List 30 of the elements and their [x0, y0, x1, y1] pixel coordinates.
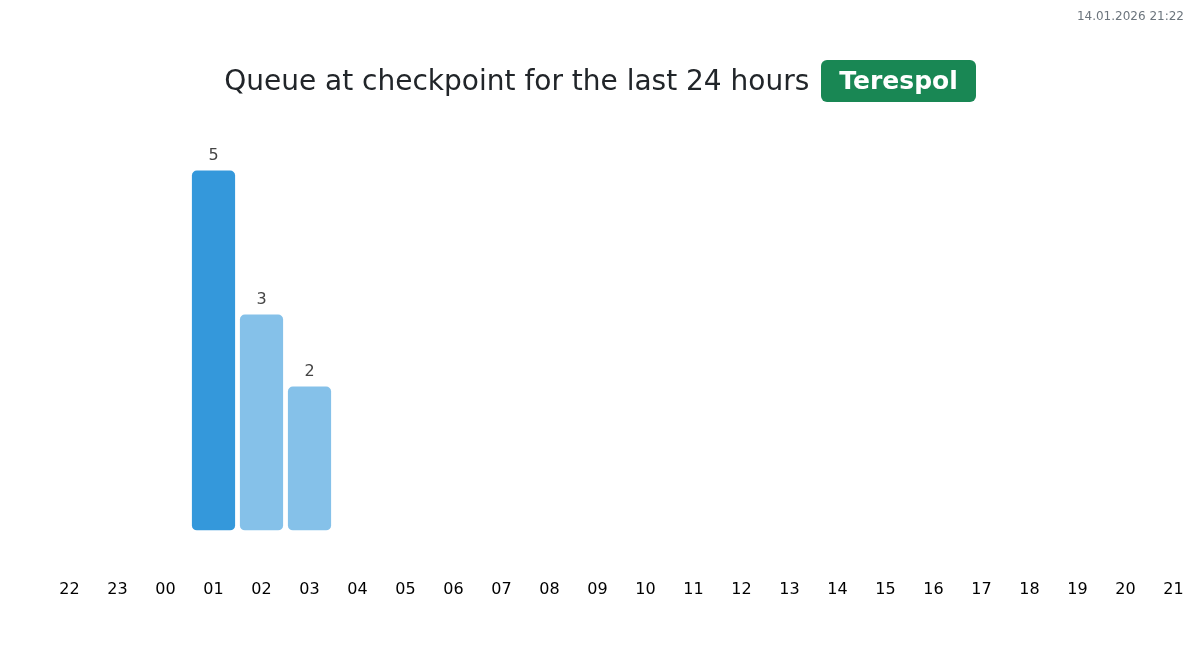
x-tick-label: 11 — [683, 578, 704, 598]
x-tick-label: 03 — [299, 578, 320, 598]
x-tick-label: 20 — [1115, 578, 1136, 598]
x-tick-label: 01 — [203, 578, 224, 598]
x-tick-label: 19 — [1067, 578, 1088, 598]
data-label: 2 — [304, 360, 315, 380]
x-tick-label: 13 — [779, 578, 800, 598]
chart-subtitle: Terespol — [821, 60, 976, 102]
x-tick-label: 21 — [1163, 578, 1184, 598]
x-tick-label: 23 — [107, 578, 128, 598]
data-label: 3 — [256, 288, 267, 308]
x-tick-label: 06 — [443, 578, 464, 598]
x-tick-label: 16 — [923, 578, 944, 598]
x-tick-label: 07 — [491, 578, 512, 598]
data-label: 5 — [208, 144, 219, 164]
chart-title: Queue at checkpoint for the last 24 hours — [224, 64, 810, 97]
x-tick-label: 17 — [971, 578, 992, 598]
x-tick-label: 00 — [155, 578, 176, 598]
x-tick-label: 04 — [347, 578, 368, 598]
x-tick-label: 05 — [395, 578, 416, 598]
x-tick-label: 02 — [251, 578, 272, 598]
x-tick-label: 08 — [539, 578, 560, 598]
x-tick-label: 09 — [587, 578, 608, 598]
x-tick-label: 14 — [827, 578, 848, 598]
text: 14.01.2026 21:22 — [1076, 8, 1184, 24]
x-tick-label: 18 — [1019, 578, 1040, 598]
x-tick-label: 15 — [875, 578, 896, 598]
x-tick-label: 22 — [59, 578, 80, 598]
x-tick-label: 10 — [635, 578, 656, 598]
x-tick-label: 12 — [731, 578, 752, 598]
